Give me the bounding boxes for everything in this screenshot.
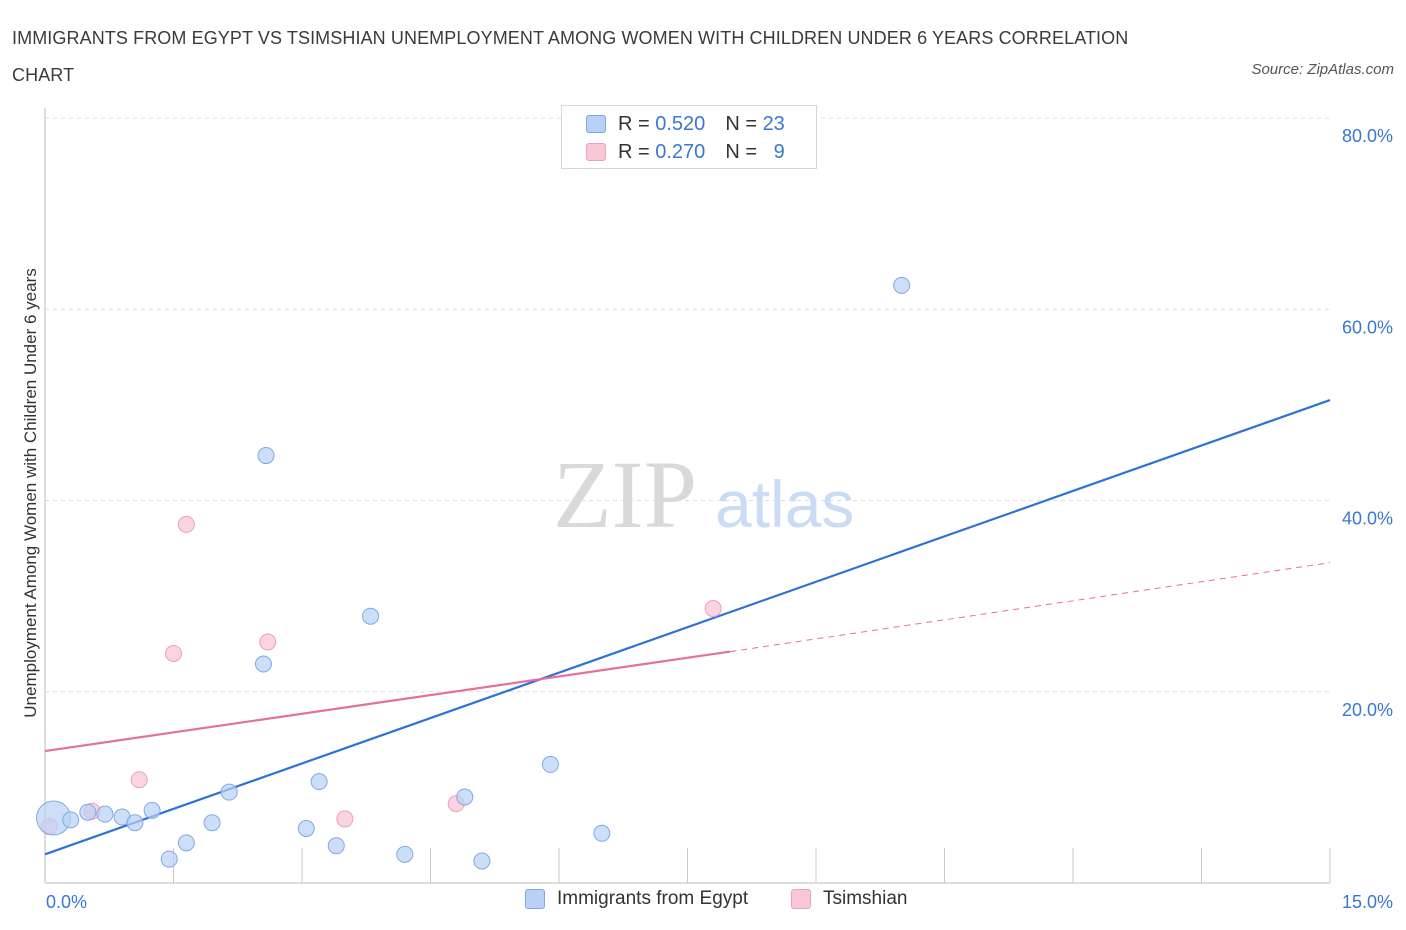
egypt-r-value: 0.520 (655, 112, 706, 135)
tsimshian-trend-line (44, 650, 731, 753)
egypt-point (160, 850, 178, 868)
stats-row-tsimshian: R = 0.270 N = 9 (586, 139, 785, 165)
watermark: ZIP atlas (553, 441, 854, 548)
stats-legend: R = 0.520 N = 23 R = 0.270 N = 9 (561, 105, 817, 169)
y-tick-label: 20.0% (1342, 700, 1393, 720)
watermark-zip: ZIP (553, 441, 697, 548)
egypt-point (220, 783, 238, 801)
tsimshian-point (130, 771, 148, 789)
x-tick-label: 15.0% (1342, 892, 1393, 912)
egypt-point (327, 837, 345, 855)
egypt-trend-line (44, 399, 1331, 856)
source-label: Source: ZipAtlas.com (1251, 61, 1394, 78)
tsimshian-n-value: 9 (773, 140, 785, 163)
trend-layer (44, 399, 1331, 856)
egypt-point (297, 819, 315, 837)
tsimshian-r-value: 0.270 (655, 140, 706, 163)
tsimshian-r-label: R = (618, 140, 650, 163)
egypt-swatch (586, 115, 606, 133)
legend-item-egypt[interactable]: Immigrants from Egypt (525, 888, 748, 910)
tsimshian-point (336, 810, 354, 828)
x-tick-label: 0.0% (46, 892, 87, 912)
y-tick-label: 40.0% (1342, 509, 1393, 529)
grid-layer (45, 117, 1330, 693)
egypt-point (362, 607, 380, 625)
egypt-point (396, 845, 414, 863)
axis-layer (44, 108, 1331, 884)
watermark-atlas: atlas (715, 467, 854, 541)
egypt-point (456, 788, 474, 806)
egypt-n-value: 23 (762, 112, 785, 135)
legend-item-tsimshian[interactable]: Tsimshian (791, 888, 907, 910)
legend-tsimshian-label: Tsimshian (823, 888, 908, 909)
y-axis-label: Unemployment Among Women with Children U… (21, 268, 40, 717)
y-tick-label: 80.0% (1342, 126, 1393, 146)
stats-row-egypt: R = 0.520 N = 23 (586, 111, 785, 137)
egypt-point (126, 814, 144, 832)
egypt-point (893, 276, 911, 294)
chart-title: IMMIGRANTS FROM EGYPT VS TSIMSHIAN UNEMP… (12, 28, 1129, 85)
egypt-point (96, 805, 114, 823)
series-legend: Immigrants from Egypt Tsimshian (0, 888, 1406, 916)
egypt-point (593, 824, 611, 842)
egypt-point (254, 655, 272, 673)
tsimshian-trend-extension (730, 562, 1331, 653)
legend-egypt-label: Immigrants from Egypt (557, 888, 749, 909)
legend-tsimshian-swatch (791, 889, 811, 909)
tsimshian-swatch (586, 143, 606, 161)
egypt-n-label: N = (725, 112, 757, 135)
tick-label-layer: 20.0% 40.0% 60.0% 80.0% 0.0% 15.0% (46, 126, 1393, 912)
legend-egypt-swatch (525, 889, 545, 909)
egypt-point (143, 801, 161, 819)
egypt-r-label: R = (618, 112, 650, 135)
egypt-point (257, 447, 275, 465)
egypt-point (541, 755, 559, 773)
point-layer (36, 276, 911, 870)
y-tick-label: 60.0% (1342, 317, 1393, 337)
egypt-point (62, 811, 80, 829)
tsimshian-point (704, 600, 722, 618)
tsimshian-point (259, 633, 277, 651)
tsimshian-n-label: N = (725, 140, 757, 163)
egypt-point (473, 852, 491, 870)
egypt-point (177, 834, 195, 852)
tsimshian-point (177, 515, 195, 533)
egypt-point (79, 803, 97, 821)
egypt-point (310, 773, 328, 791)
egypt-point (203, 814, 221, 832)
tsimshian-point (165, 645, 182, 662)
